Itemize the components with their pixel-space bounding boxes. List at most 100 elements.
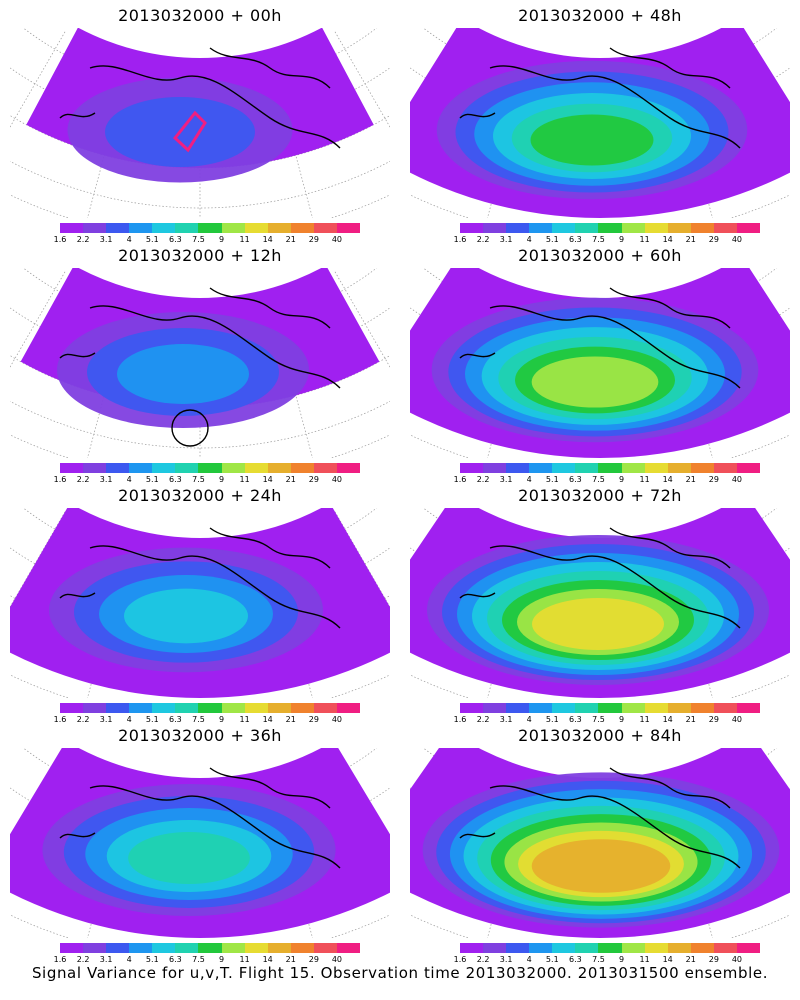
colorbar-label: 1.6 bbox=[453, 235, 467, 244]
colorbar-label: 14 bbox=[662, 235, 673, 244]
variance-region bbox=[128, 832, 250, 884]
colorbar-label: 14 bbox=[662, 715, 673, 724]
colorbar-swatch bbox=[483, 943, 507, 953]
colorbar-label: 21 bbox=[285, 235, 296, 244]
colorbar-label: 3.1 bbox=[99, 955, 113, 964]
colorbar-swatch bbox=[152, 463, 176, 473]
variance-map bbox=[410, 508, 790, 698]
colorbar-swatch bbox=[152, 943, 176, 953]
colorbar-swatch bbox=[575, 223, 599, 233]
colorbar-label: 6.3 bbox=[569, 475, 582, 484]
colorbar-swatch bbox=[175, 463, 199, 473]
colorbar-swatch bbox=[552, 703, 576, 713]
colorbar-label: 11 bbox=[639, 955, 650, 964]
colorbar-swatch bbox=[529, 223, 553, 233]
variance-region bbox=[531, 839, 671, 893]
colorbar-swatch bbox=[736, 463, 761, 473]
colorbar-swatch bbox=[575, 943, 599, 953]
colorbar-label: 3.1 bbox=[99, 715, 113, 724]
colorbar-label: 6.3 bbox=[569, 235, 582, 244]
colorbar-labels: 1.6 2.2 3.1 4 5.1 6.3 7.5 9 11 14 21 29 40 bbox=[54, 955, 360, 965]
colorbar-label: 9 bbox=[218, 235, 225, 244]
colorbar-label: 4 bbox=[126, 715, 132, 724]
colorbar-swatch bbox=[713, 223, 737, 233]
colorbar-label: 11 bbox=[239, 715, 250, 724]
colorbar-swatch bbox=[313, 703, 337, 713]
colorbar-swatch bbox=[106, 703, 130, 713]
variance-map bbox=[410, 28, 790, 218]
colorbar bbox=[460, 943, 761, 953]
colorbar-label: 5.1 bbox=[545, 715, 559, 724]
colorbar-label: 9 bbox=[218, 955, 225, 964]
colorbar-labels: 1.6 2.2 3.1 4 5.1 6.3 7.5 9 11 14 21 29 40 bbox=[454, 475, 760, 485]
colorbar-label: 11 bbox=[239, 475, 250, 484]
colorbar-label: 14 bbox=[662, 475, 673, 484]
colorbar-label: 29 bbox=[708, 715, 719, 724]
colorbar-swatch bbox=[106, 943, 130, 953]
coastline bbox=[459, 767, 741, 869]
colorbar-label: 5.1 bbox=[145, 955, 159, 964]
colorbar-swatch bbox=[267, 223, 291, 233]
colorbar-swatch bbox=[290, 463, 314, 473]
colorbar-swatch bbox=[175, 943, 199, 953]
colorbar-label: 21 bbox=[685, 955, 696, 964]
colorbar-label: 7.5 bbox=[192, 715, 205, 724]
coastline bbox=[459, 47, 741, 149]
colorbar-swatch bbox=[221, 943, 245, 953]
colorbar-label: 1.6 bbox=[53, 715, 67, 724]
colorbar-label: 6.3 bbox=[169, 715, 182, 724]
colorbar-swatch bbox=[552, 223, 576, 233]
colorbar-label: 11 bbox=[239, 955, 250, 964]
colorbar-swatch bbox=[60, 463, 84, 473]
colorbar-label: 6.3 bbox=[169, 235, 182, 244]
colorbar-swatch bbox=[690, 943, 714, 953]
colorbar bbox=[60, 463, 361, 473]
colorbar-label: 40 bbox=[331, 475, 343, 484]
colorbar-swatch bbox=[267, 943, 291, 953]
colorbar-label: 21 bbox=[685, 475, 696, 484]
map-panel: 2013032000 + 60h 1.6 2.2 3.1 4 5.1 6.3 7.5 9 11 14… bbox=[400, 240, 800, 484]
coastline bbox=[59, 767, 341, 869]
colorbar-label: 29 bbox=[708, 475, 719, 484]
colorbar bbox=[460, 223, 761, 233]
colorbar-label: 7.5 bbox=[192, 955, 205, 964]
colorbar-swatch bbox=[129, 463, 153, 473]
colorbar-label: 1.6 bbox=[453, 715, 467, 724]
colorbar-swatch bbox=[644, 943, 668, 953]
colorbar-swatch bbox=[460, 943, 484, 953]
variance-field bbox=[410, 268, 790, 458]
variance-field bbox=[410, 508, 790, 698]
observation-circle-marker bbox=[171, 409, 209, 447]
colorbar-swatch bbox=[621, 223, 645, 233]
coastline bbox=[459, 287, 741, 389]
colorbar-label: 7.5 bbox=[592, 235, 605, 244]
colorbar-label: 29 bbox=[708, 235, 719, 244]
colorbar-label: 1.6 bbox=[53, 955, 67, 964]
colorbar-swatch bbox=[267, 463, 291, 473]
colorbar-swatch bbox=[221, 463, 245, 473]
colorbar-swatch bbox=[667, 943, 691, 953]
colorbar-label: 5.1 bbox=[145, 715, 159, 724]
colorbar-swatch bbox=[552, 463, 576, 473]
colorbar-label: 9 bbox=[618, 475, 625, 484]
figure-caption: Signal Variance for u,v,T. Flight 15. Ob… bbox=[31, 964, 769, 982]
variance-field bbox=[26, 28, 374, 183]
colorbar-label: 29 bbox=[308, 955, 319, 964]
colorbar-label: 6.3 bbox=[169, 955, 182, 964]
colorbar-swatch bbox=[690, 703, 714, 713]
colorbar-label: 29 bbox=[308, 715, 319, 724]
colorbar-label: 29 bbox=[308, 235, 319, 244]
colorbar-label: 4 bbox=[126, 235, 132, 244]
colorbar-label: 29 bbox=[708, 955, 719, 964]
colorbar-swatch bbox=[336, 463, 361, 473]
colorbar-label: 40 bbox=[731, 475, 743, 484]
colorbar-label: 6.3 bbox=[169, 475, 182, 484]
colorbar-swatch bbox=[598, 223, 622, 233]
map-panel: 2013032000 + 36h 1.6 2.2 3.1 4 5.1 6.3 7.5 9 11 14… bbox=[0, 720, 400, 964]
map-panel: 2013032000 + 24h 1.6 2.2 3.1 4 5.1 6.3 7.5 9 11 14… bbox=[0, 480, 400, 724]
colorbar-swatch bbox=[313, 943, 337, 953]
coastline bbox=[59, 287, 341, 389]
colorbar-swatch bbox=[506, 463, 530, 473]
colorbar-swatch bbox=[736, 223, 761, 233]
colorbar bbox=[460, 463, 761, 473]
